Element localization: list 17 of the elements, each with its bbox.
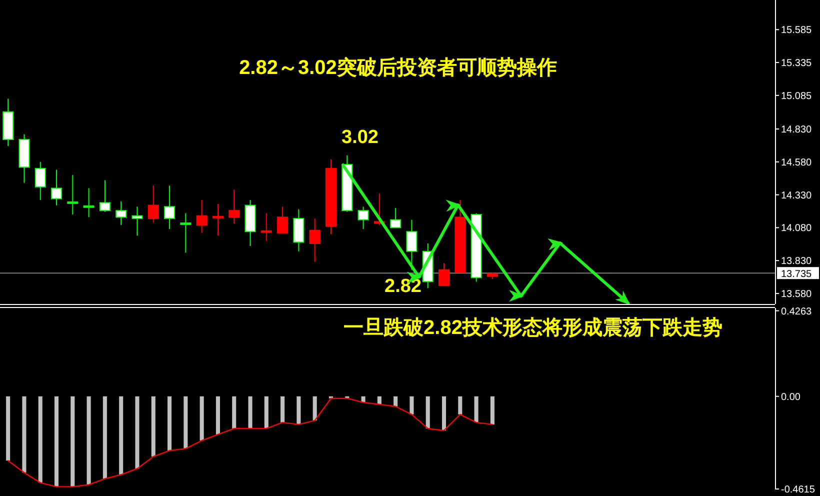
y-tick-label: 15.085	[781, 90, 812, 102]
annotation: 2.82～3.02突破后投资者可顺势操作	[239, 56, 557, 79]
y-tick-label: 14.330	[781, 190, 812, 202]
y-tick-label: 0.00	[781, 392, 801, 403]
y-tick-label: 13.830	[781, 256, 812, 268]
annotation: 一旦跌破2.82技术形态将形成震荡下跌走势	[344, 317, 722, 339]
annotation: 2.82	[384, 276, 422, 297]
y-tick-label: 14.830	[781, 124, 812, 136]
y-tick-label: 14.580	[781, 157, 812, 168]
y-tick-label: 14.080	[781, 223, 812, 234]
y-tick-label: 13.580	[781, 288, 812, 300]
y-tick-label: -0.4615	[781, 484, 816, 496]
y-tick-label: 0.4263	[781, 306, 812, 318]
ref-line-label: 13.735	[781, 269, 812, 280]
annotation: 3.02	[342, 127, 378, 148]
y-tick-label: 15.585	[781, 25, 812, 36]
y-tick-label: 15.335	[781, 58, 812, 70]
